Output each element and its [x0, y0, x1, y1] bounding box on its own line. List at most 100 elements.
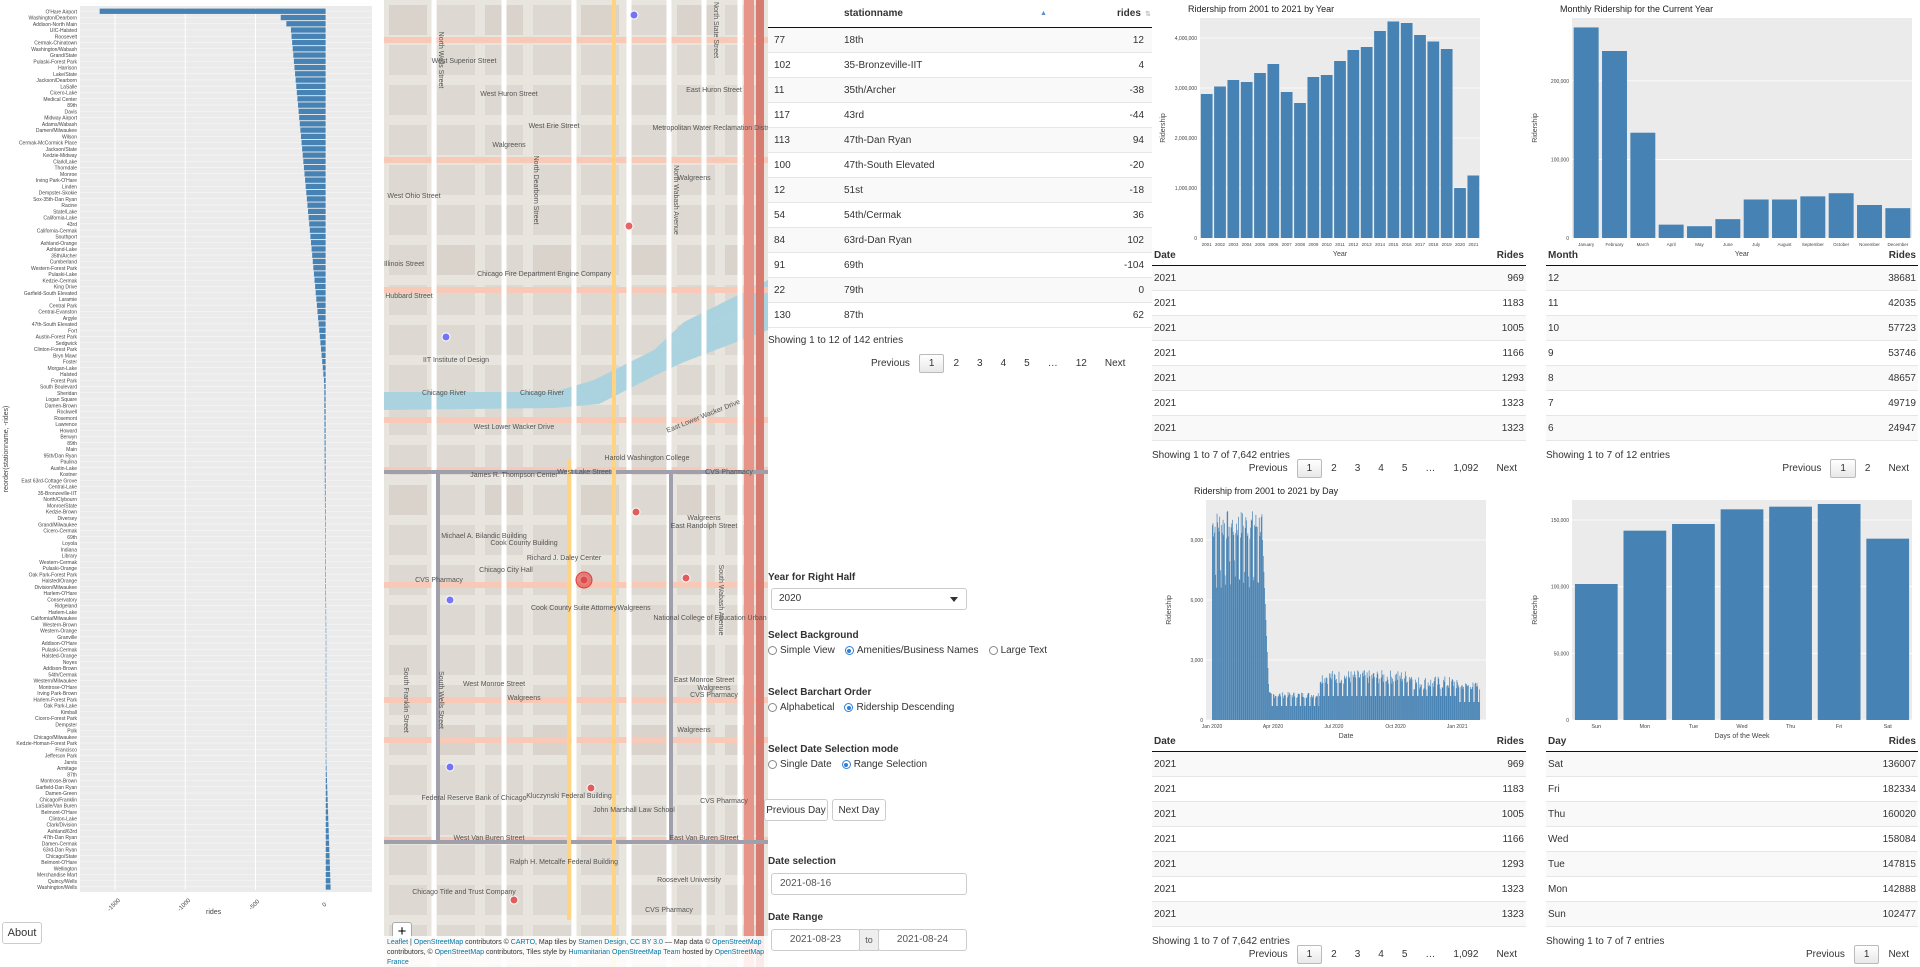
station-page-12[interactable]: 12 [1075, 358, 1087, 369]
attrib-link-osm-2[interactable]: OpenStreetMap [712, 939, 762, 946]
station-marker[interactable] [445, 762, 455, 772]
col-rides[interactable]: Rides [1496, 250, 1524, 261]
monthly-table-page-previous[interactable]: Previous [1782, 463, 1822, 474]
date-selection-input[interactable]: 2021-08-16 [771, 873, 967, 895]
table-row[interactable]: 2021 1166 [1152, 827, 1526, 852]
radio-large-text[interactable]: Large Text [988, 645, 1047, 656]
table-row[interactable]: 2021 1323 [1152, 391, 1526, 416]
col-rides[interactable]: Rides [1888, 736, 1916, 747]
attrib-link-hot[interactable]: Humanitarian OpenStreetMap Team [568, 949, 681, 956]
station-map[interactable]: West Superior Street West Huron Street Eas… [384, 0, 768, 967]
table-row[interactable]: Mon 142888 [1546, 877, 1918, 902]
attrib-link-leaflet[interactable]: Leaflet [387, 939, 409, 946]
station-page-next[interactable]: Next [1104, 358, 1126, 369]
table-row[interactable]: 2021 1293 [1152, 852, 1526, 877]
table-row[interactable]: 77 18th 12 [768, 28, 1152, 53]
col-date[interactable]: Date [1154, 250, 1176, 261]
sort-asc-icon[interactable]: ▲ [1040, 10, 1047, 17]
yearly-table-page-1,092[interactable]: 1,092 [1453, 463, 1479, 474]
station-page-previous[interactable]: Previous [871, 358, 910, 369]
col-rides[interactable]: Rides [1888, 250, 1916, 261]
radio-amenities[interactable]: Amenities/Business Names [844, 645, 979, 656]
about-button[interactable]: About [2, 922, 42, 944]
station-marker[interactable] [445, 595, 455, 605]
table-row[interactable]: 12 51st -18 [768, 178, 1152, 203]
year-select[interactable]: 2020 [771, 588, 967, 610]
table-row[interactable]: Fri 182334 [1546, 777, 1918, 802]
table-row[interactable]: 10 57723 [1546, 316, 1918, 341]
table-row[interactable]: 100 47th-South Elevated -20 [768, 153, 1152, 178]
daily-table-page-2[interactable]: 2 [1331, 949, 1337, 960]
col-rides[interactable]: rides [1117, 8, 1141, 19]
table-row[interactable]: 2021 1323 [1152, 877, 1526, 902]
table-row[interactable]: 7 49719 [1546, 391, 1918, 416]
table-row[interactable]: 2021 1293 [1152, 366, 1526, 391]
station-page-3[interactable]: 3 [977, 358, 983, 369]
table-row[interactable]: 9 53746 [1546, 341, 1918, 366]
yearly-table-page-5[interactable]: 5 [1401, 463, 1408, 474]
table-row[interactable]: 91 69th -104 [768, 253, 1152, 278]
table-row[interactable]: 54 54th/Cermak 36 [768, 203, 1152, 228]
monthly-table-page-next[interactable]: Next [1888, 463, 1909, 474]
table-row[interactable]: 113 47th-Dan Ryan 94 [768, 128, 1152, 153]
attrib-link-osmfr[interactable]: OpenStreetMap France [387, 949, 765, 966]
range-start-input[interactable]: 2021-08-23 [771, 929, 860, 951]
table-row[interactable]: 2021 1323 [1152, 416, 1526, 441]
yearly-table-page-1[interactable]: 1 [1296, 459, 1323, 478]
yearly-table-page-4[interactable]: 4 [1378, 463, 1384, 474]
daily-table-page-3[interactable]: 3 [1354, 949, 1361, 960]
table-row[interactable]: Tue 147815 [1546, 852, 1918, 877]
table-row[interactable]: 8 48657 [1546, 366, 1918, 391]
attrib-link-carto[interactable]: CARTO [510, 939, 536, 946]
sort-icon[interactable]: ⇅ [1145, 10, 1151, 18]
table-row[interactable]: 11 35th/Archer -38 [768, 78, 1152, 103]
radio-ridership-desc[interactable]: Ridership Descending [844, 702, 954, 713]
yearly-table-page-next[interactable]: Next [1496, 463, 1517, 474]
table-row[interactable]: 22 79th 0 [768, 278, 1152, 303]
table-row[interactable]: Thu 160020 [1546, 802, 1918, 827]
station-page-5[interactable]: 5 [1024, 358, 1030, 369]
daily-table-page-1[interactable]: 1 [1296, 945, 1323, 964]
yearly-table-page-3[interactable]: 3 [1354, 463, 1361, 474]
col-date[interactable]: Date [1154, 736, 1176, 747]
yearly-table-page-previous[interactable]: Previous [1248, 463, 1288, 474]
table-row[interactable]: Sat 136007 [1546, 752, 1918, 777]
weekday-table-page-1[interactable]: 1 [1853, 945, 1880, 964]
table-row[interactable]: 2021 1005 [1152, 802, 1526, 827]
attrib-link-osm[interactable]: OpenStreetMap [413, 939, 464, 946]
daily-table-page-5[interactable]: 5 [1401, 949, 1408, 960]
col-rides[interactable]: Rides [1496, 736, 1524, 747]
table-row[interactable]: 2021 1183 [1152, 291, 1526, 316]
daily-table-page-1,092[interactable]: 1,092 [1453, 949, 1479, 960]
table-row[interactable]: Sun 102477 [1546, 902, 1918, 927]
col-stationname[interactable]: stationname [844, 8, 903, 19]
table-row[interactable]: 84 63rd-Dan Ryan 102 [768, 228, 1152, 253]
table-row[interactable]: 102 35-Bronzeville-IIT 4 [768, 53, 1152, 78]
station-marker[interactable] [681, 573, 691, 583]
table-row[interactable]: 11 42035 [1546, 291, 1918, 316]
selected-station-marker[interactable] [575, 571, 593, 589]
monthly-table-page-2[interactable]: 2 [1864, 463, 1871, 474]
station-page-2[interactable]: 2 [953, 358, 960, 369]
station-marker[interactable] [441, 332, 451, 342]
attrib-link-osm-3[interactable]: OpenStreetMap [434, 949, 484, 956]
col-day[interactable]: Day [1548, 736, 1567, 747]
col-month[interactable]: Month [1548, 250, 1578, 261]
table-row[interactable]: 2021 1323 [1152, 902, 1526, 927]
table-row[interactable]: 2021 1005 [1152, 316, 1526, 341]
radio-range-selection[interactable]: Range Selection [841, 759, 927, 770]
table-row[interactable]: 2021 969 [1152, 266, 1526, 291]
table-row[interactable]: Wed 158084 [1546, 827, 1918, 852]
radio-alphabetical[interactable]: Alphabetical [768, 702, 834, 713]
previous-day-button[interactable]: Previous Day [764, 799, 828, 821]
station-page-4[interactable]: 4 [1000, 358, 1007, 369]
station-marker[interactable] [509, 895, 519, 905]
attrib-link-ccby[interactable]: CC BY 3.0 [629, 939, 663, 946]
table-row[interactable]: 12 38681 [1546, 266, 1918, 291]
weekday-table-page-previous[interactable]: Previous [1805, 949, 1845, 960]
table-row[interactable]: 2021 1183 [1152, 777, 1526, 802]
station-marker[interactable] [624, 221, 634, 231]
daily-table-page-next[interactable]: Next [1496, 949, 1517, 960]
next-day-button[interactable]: Next Day [832, 799, 886, 821]
station-page-1[interactable]: 1 [918, 354, 945, 373]
